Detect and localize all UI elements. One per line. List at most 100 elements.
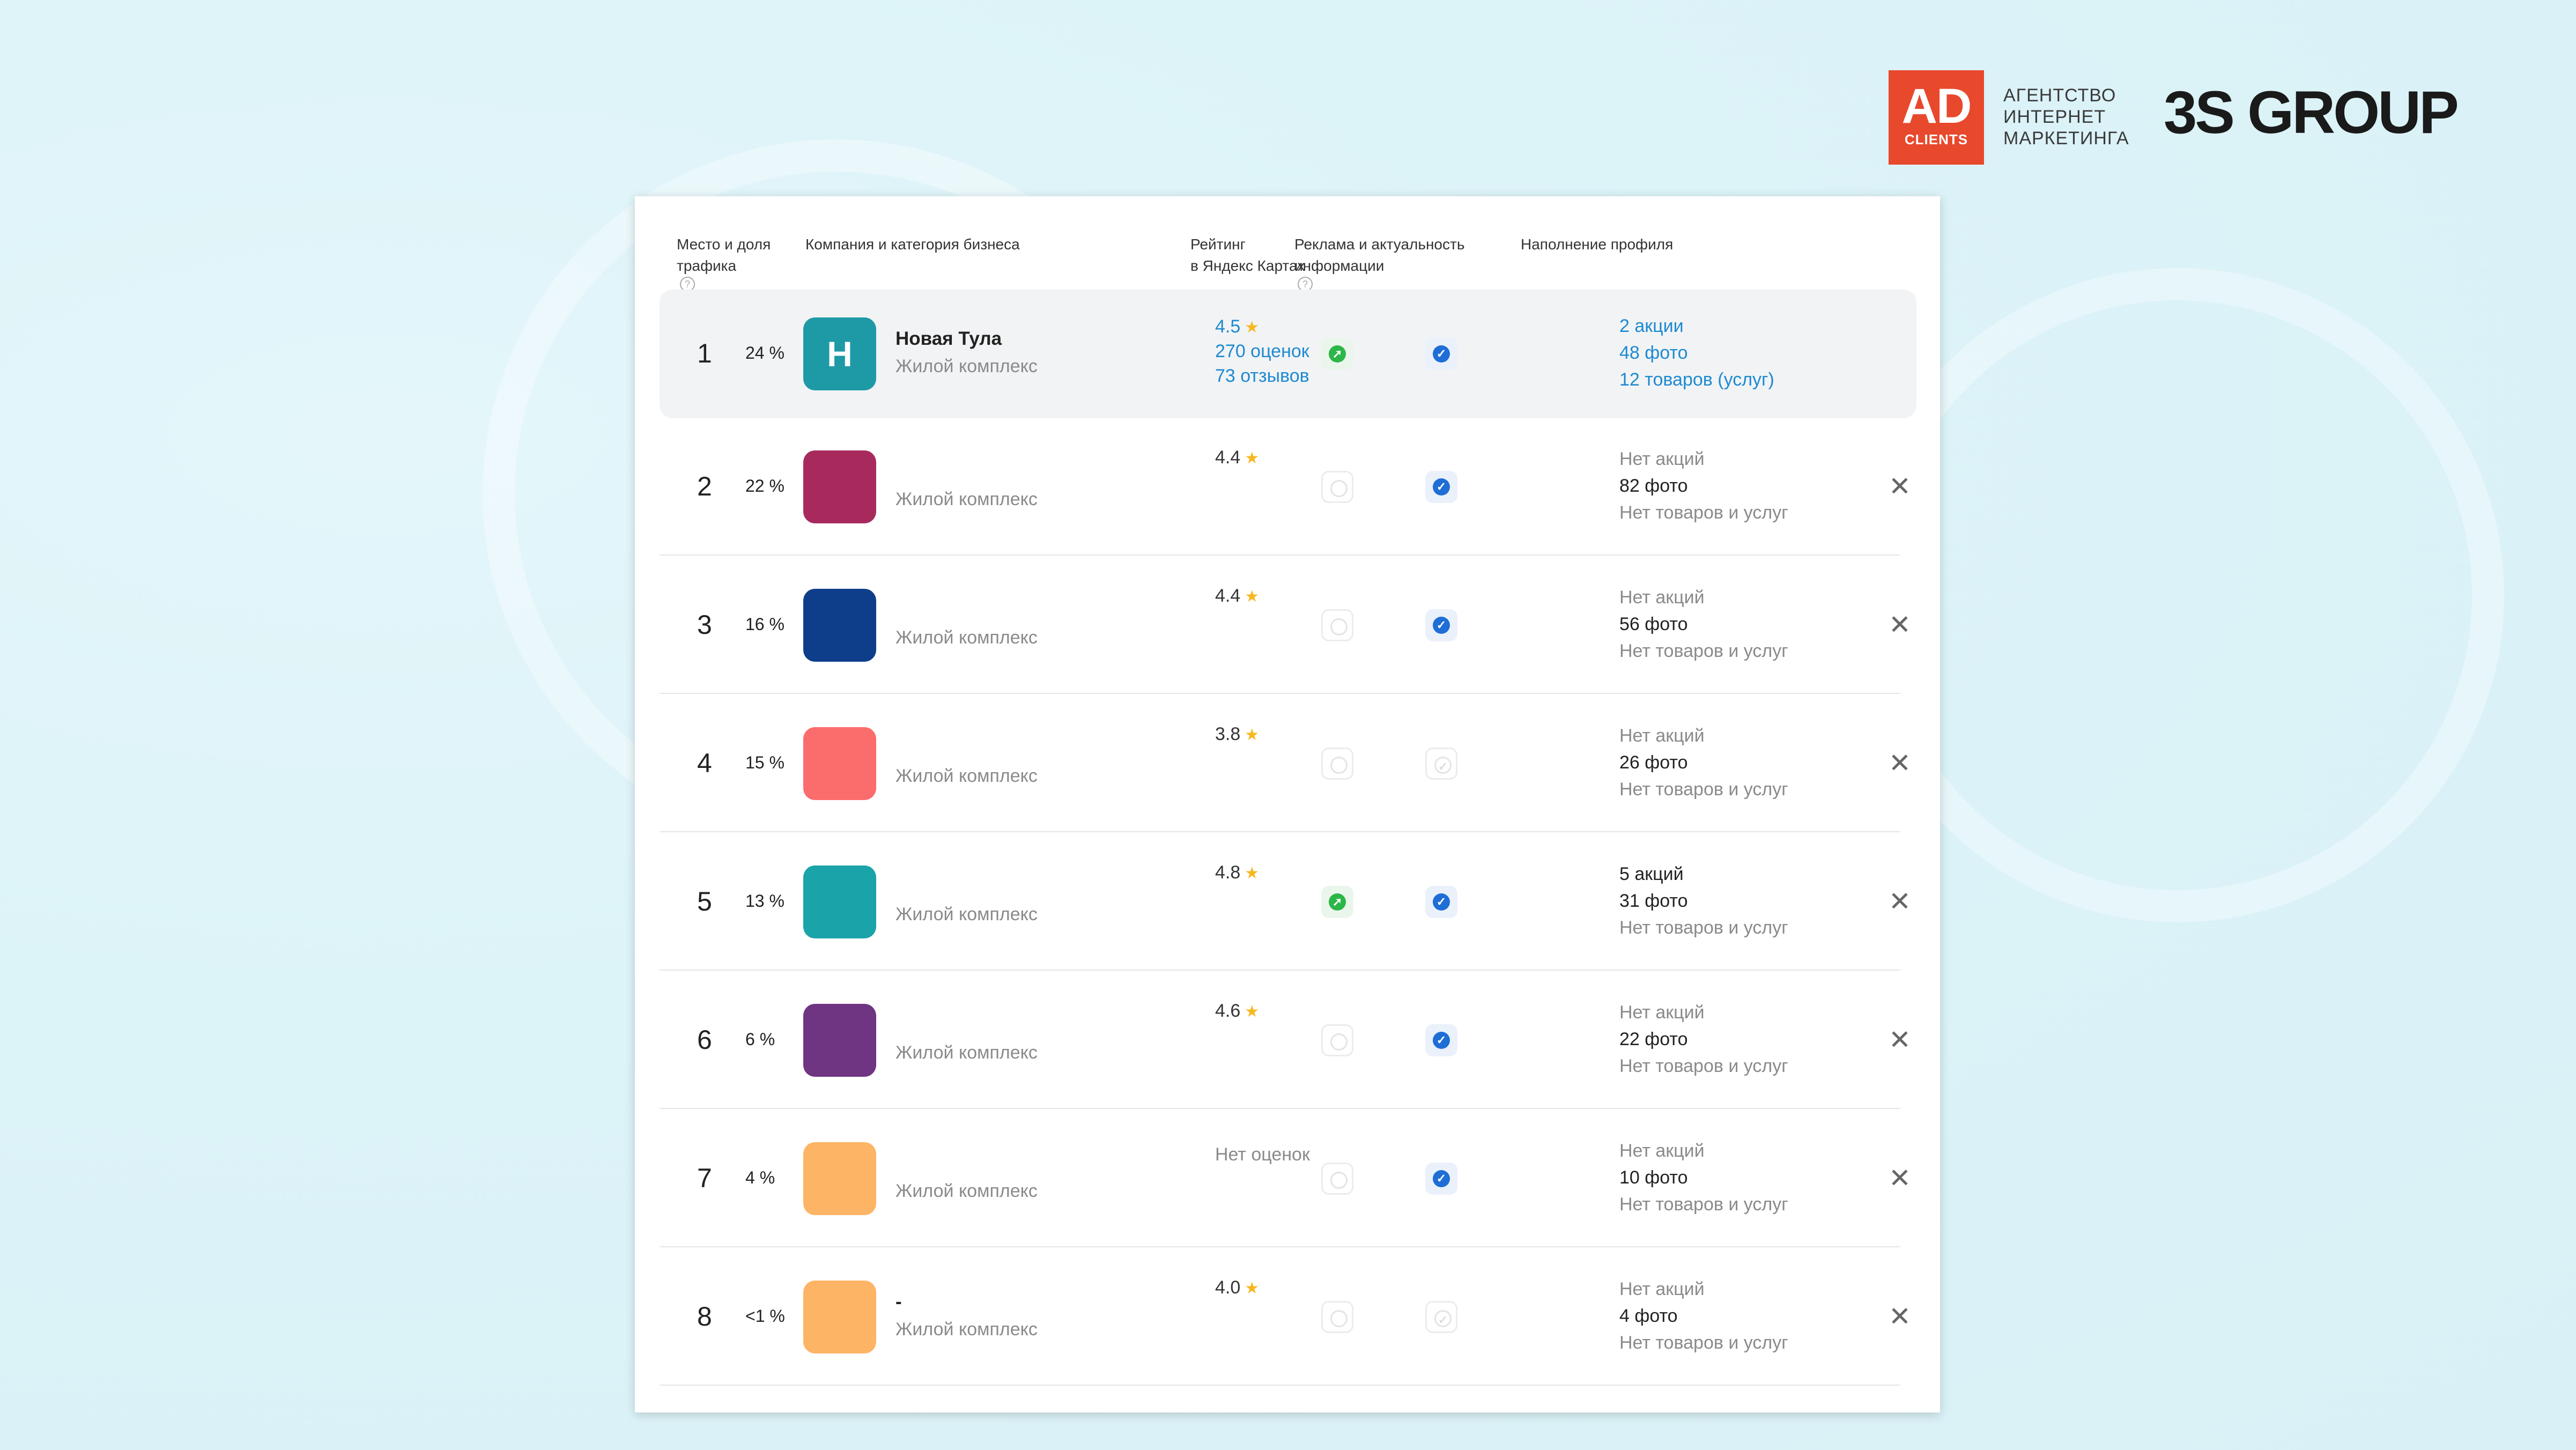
- header-ads: Реклама и актуальность информации?: [1294, 234, 1464, 292]
- rocket-icon: [1330, 1033, 1348, 1050]
- header-company: Компания и категория бизнеса: [805, 236, 1020, 253]
- check-icon: ✓: [1433, 893, 1450, 911]
- products-count: Нет товаров и услуг: [1619, 779, 1788, 800]
- profile-fill: Нет акций 26 фото Нет товаров и услуг: [1619, 722, 1788, 803]
- rocket-icon: ➚: [1329, 893, 1346, 911]
- table-row[interactable]: 2 22 % Жилой комплекс 4.4 ★ ✓ Нет акций 82 фото…: [660, 418, 1916, 556]
- check-icon: ✓: [1434, 757, 1452, 774]
- traffic-share: 4 %: [745, 1168, 775, 1187]
- company-category: Жилой комплекс: [895, 1319, 1038, 1340]
- verified-check-icon[interactable]: ✓: [1425, 471, 1457, 503]
- promotions-count: Нет акций: [1619, 1279, 1705, 1299]
- verified-check-icon[interactable]: ✓: [1425, 609, 1457, 641]
- background-decoration: [1850, 268, 2504, 922]
- traffic-share: 13 %: [745, 891, 784, 911]
- products-count: Нет товаров и услуг: [1619, 1056, 1788, 1076]
- row-divider: [660, 554, 1900, 556]
- products-count: Нет товаров и услуг: [1619, 1194, 1788, 1215]
- profile-fill: 2 акции 48 фото 12 товаров (услуг): [1619, 313, 1774, 393]
- check-icon: ✓: [1433, 478, 1450, 495]
- place-number: 8: [697, 1301, 712, 1331]
- unverified-check-icon[interactable]: ✓: [1425, 748, 1457, 780]
- traffic-share: 6 %: [745, 1030, 775, 1049]
- remove-row-icon[interactable]: ✕: [1889, 471, 1911, 501]
- company-avatar[interactable]: [803, 1004, 876, 1077]
- ad-inactive-icon[interactable]: [1321, 1301, 1353, 1333]
- ad-active-icon[interactable]: ➚: [1321, 886, 1353, 918]
- check-icon: ✓: [1433, 1032, 1450, 1049]
- verified-check-icon[interactable]: ✓: [1425, 1024, 1457, 1056]
- rating-value[interactable]: 4.5 ★: [1215, 316, 1259, 337]
- table-row[interactable]: 1 24 % Н Новая Тула Жилой комплекс 4.5 ★ 270 оц…: [660, 290, 1916, 418]
- place-number: 5: [697, 886, 712, 916]
- photos-count[interactable]: 48 фото: [1619, 343, 1688, 363]
- verified-check-icon[interactable]: ✓: [1425, 338, 1457, 370]
- promotions-count: Нет акций: [1619, 1141, 1705, 1161]
- place-number: 3: [697, 610, 712, 640]
- ad-inactive-icon[interactable]: [1321, 471, 1353, 503]
- ratings-count-link[interactable]: 270 оценок: [1215, 341, 1309, 361]
- promotions-count: Нет акций: [1619, 726, 1705, 746]
- company-avatar[interactable]: [803, 1142, 876, 1215]
- reviews-count-link[interactable]: 73 отзывов: [1215, 366, 1309, 386]
- photos-count: 4 фото: [1619, 1306, 1678, 1326]
- rating-number: 3.8: [1215, 724, 1241, 744]
- products-count[interactable]: 12 товаров (услуг): [1619, 369, 1774, 390]
- rocket-icon: [1330, 618, 1348, 635]
- ad-inactive-icon[interactable]: [1321, 748, 1353, 780]
- ad-inactive-icon[interactable]: [1321, 1024, 1353, 1056]
- rating-value: 4.6 ★: [1215, 1001, 1259, 1022]
- products-count: Нет товаров и услуг: [1619, 502, 1788, 523]
- company-name[interactable]: Новая Тула: [895, 328, 1002, 349]
- ad-active-icon[interactable]: ➚: [1321, 338, 1353, 370]
- profile-fill: Нет акций 82 фото Нет товаров и услуг: [1619, 446, 1788, 526]
- row-divider: [660, 970, 1900, 971]
- company-name[interactable]: -: [895, 1291, 902, 1312]
- rating-number: 4.0: [1215, 1277, 1241, 1298]
- company-avatar[interactable]: [803, 727, 876, 800]
- company-avatar[interactable]: [803, 1281, 876, 1353]
- remove-row-icon[interactable]: ✕: [1889, 886, 1911, 916]
- table-row[interactable]: 7 4 % Жилой комплекс Нет оценок ✓ Нет акций 10…: [660, 1110, 1916, 1247]
- company-category: Жилой комплекс: [895, 1181, 1038, 1201]
- rating-value: 4.4 ★: [1215, 447, 1259, 468]
- rating-value: 4.0 ★: [1215, 1277, 1259, 1298]
- header-place: Место и доля трафика?: [677, 234, 771, 292]
- rocket-icon: [1330, 1310, 1348, 1327]
- company-avatar[interactable]: Н: [803, 317, 876, 390]
- profile-fill: Нет акций 10 фото Нет товаров и услуг: [1619, 1137, 1788, 1218]
- table-row[interactable]: 4 15 % Жилой комплекс 3.8 ★ ✓ Нет акций 26 фото…: [660, 695, 1916, 832]
- no-ratings-label: Нет оценок: [1215, 1144, 1310, 1165]
- table-row[interactable]: 5 13 % Жилой комплекс 4.8 ★ ➚ ✓ 5 акций 31 фото Н…: [660, 833, 1916, 971]
- ad-inactive-icon[interactable]: [1321, 609, 1353, 641]
- star-icon: ★: [1245, 319, 1260, 336]
- unverified-check-icon[interactable]: ✓: [1425, 1301, 1457, 1333]
- remove-row-icon[interactable]: ✕: [1889, 1301, 1911, 1331]
- ad-inactive-icon[interactable]: [1321, 1163, 1353, 1195]
- remove-row-icon[interactable]: ✕: [1889, 1163, 1911, 1193]
- company-category: Жилой комплекс: [895, 1042, 1038, 1063]
- verified-check-icon[interactable]: ✓: [1425, 886, 1457, 918]
- check-icon: ✓: [1433, 1170, 1450, 1187]
- company-avatar[interactable]: [803, 450, 876, 523]
- table-row[interactable]: 3 16 % Жилой комплекс 4.4 ★ ✓ Нет акций 56 фото…: [660, 557, 1916, 694]
- company-avatar[interactable]: [803, 865, 876, 938]
- photos-count: 26 фото: [1619, 752, 1688, 773]
- remove-row-icon[interactable]: ✕: [1889, 610, 1911, 640]
- company-category: Жилой комплекс: [895, 627, 1038, 648]
- verified-check-icon[interactable]: ✓: [1425, 1163, 1457, 1195]
- place-number: 1: [697, 338, 712, 368]
- table-row[interactable]: 8 <1 % - Жилой комплекс 4.0 ★ ✓ Нет акций 4 фото…: [660, 1248, 1916, 1386]
- star-icon: ★: [1245, 726, 1260, 744]
- adclients-logo: AD CLIENTS: [1889, 70, 1984, 165]
- agency-tagline: АГЕНТСТВО ИНТЕРНЕТ МАРКЕТИНГА: [2003, 85, 2129, 149]
- remove-row-icon[interactable]: ✕: [1889, 748, 1911, 778]
- star-icon: ★: [1245, 1003, 1260, 1020]
- promotions-count[interactable]: 2 акции: [1619, 316, 1684, 336]
- promotions-count: Нет акций: [1619, 1002, 1705, 1023]
- company-avatar[interactable]: [803, 589, 876, 662]
- rating-number: 4.4: [1215, 586, 1241, 606]
- company-category: Жилой комплекс: [895, 356, 1038, 376]
- remove-row-icon[interactable]: ✕: [1889, 1025, 1911, 1055]
